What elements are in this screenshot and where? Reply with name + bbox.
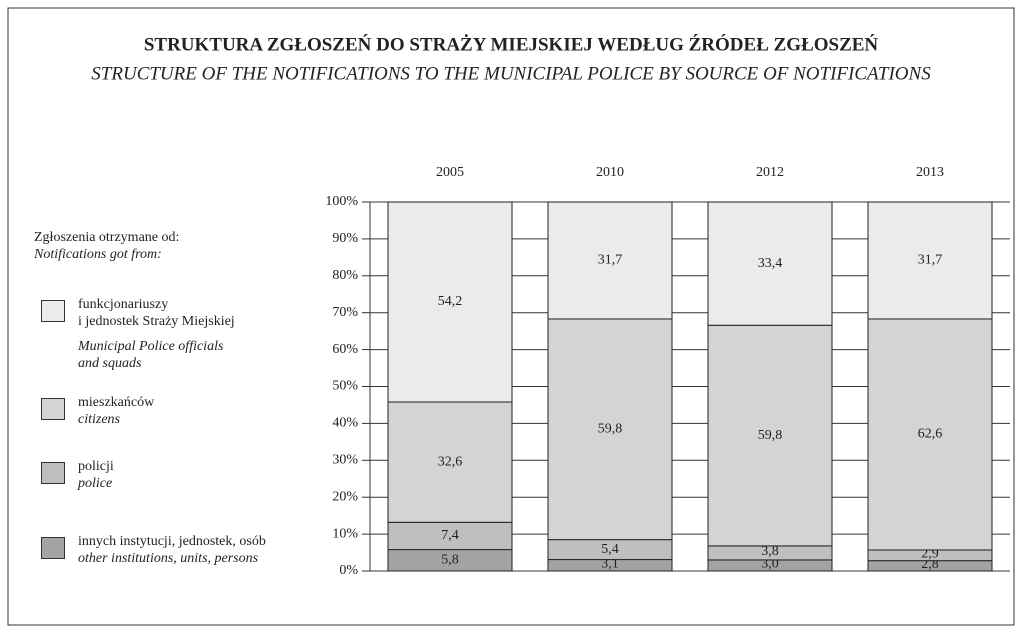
y-tick-label: 30% xyxy=(332,453,358,468)
bar-segment xyxy=(867,201,993,320)
legend-label: policji xyxy=(78,459,114,474)
legend-label-en: police xyxy=(78,476,113,491)
legend-title-en: Notifications got from: xyxy=(34,247,162,262)
bar-segment xyxy=(547,318,673,541)
legend-label-en: other institutions, units, persons xyxy=(78,551,259,566)
x-tick-label: 2012 xyxy=(756,165,784,180)
legend-label-en: citizens xyxy=(78,412,120,427)
data-label: 32,6 xyxy=(438,454,463,469)
bar-segment xyxy=(387,201,513,403)
legend-label: innych instytucji, jednostek, osób xyxy=(78,534,266,549)
legend-swatch xyxy=(41,300,65,322)
y-tick-label: 90% xyxy=(332,231,358,246)
y-tick-label: 10% xyxy=(332,526,358,541)
y-tick-label: 0% xyxy=(339,563,358,578)
data-label: 31,7 xyxy=(918,253,943,268)
legend-swatch xyxy=(41,398,65,420)
y-tick-label: 60% xyxy=(332,342,358,357)
chart-subtitle: STRUCTURE OF THE NOTIFICATIONS TO THE MU… xyxy=(91,63,931,84)
legend-swatch xyxy=(41,537,65,559)
data-label: 7,4 xyxy=(441,528,459,543)
frame xyxy=(7,7,1015,626)
data-label: 33,4 xyxy=(758,256,783,271)
x-tick-label: 2013 xyxy=(916,165,944,180)
data-label: 3,8 xyxy=(761,544,779,559)
bar-segment xyxy=(387,401,513,523)
bar-segment xyxy=(547,201,673,320)
bar-segment xyxy=(707,324,833,547)
legend-label-en: Municipal Police officials and squads xyxy=(78,339,224,371)
y-tick-label: 40% xyxy=(332,416,358,431)
data-label: 5,8 xyxy=(441,553,459,568)
data-label: 5,4 xyxy=(601,542,619,557)
y-tick-label: 50% xyxy=(332,379,358,394)
x-tick-label: 2010 xyxy=(596,165,624,180)
y-tick-label: 70% xyxy=(332,305,358,320)
bar-segment xyxy=(707,201,833,326)
chart-title: STRUKTURA ZGŁOSZEŃ DO STRAŻY MIEJSKIEJ W… xyxy=(144,33,879,55)
legend-title: Zgłoszenia otrzymane od: xyxy=(34,230,180,245)
data-label: 3,0 xyxy=(761,557,779,572)
y-tick-label: 80% xyxy=(332,268,358,283)
legend-label: mieszkańców xyxy=(78,395,155,410)
y-tick-label: 100% xyxy=(325,194,358,209)
data-label: 59,8 xyxy=(758,428,783,443)
legend-label: funkcjonariuszy i jednostek Straży Miejs… xyxy=(78,297,235,329)
y-tick-label: 20% xyxy=(332,489,358,504)
data-label: 62,6 xyxy=(918,427,943,442)
data-label: 31,7 xyxy=(598,253,623,268)
bar-segment xyxy=(867,318,993,551)
data-label: 59,8 xyxy=(598,422,623,437)
legend-swatch xyxy=(41,462,65,484)
data-label: 3,1 xyxy=(601,556,619,571)
x-tick-label: 2005 xyxy=(436,165,464,180)
data-label: 54,2 xyxy=(438,294,463,309)
